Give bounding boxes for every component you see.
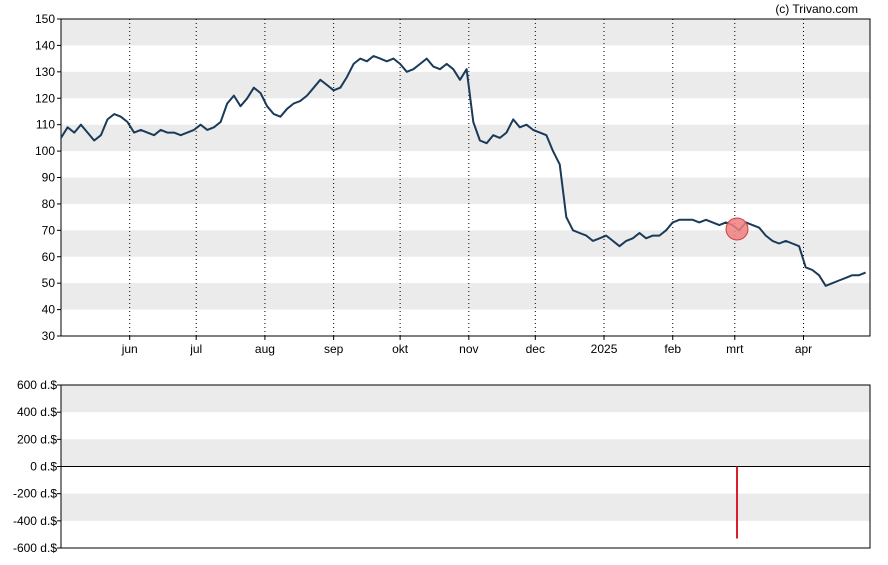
x-tick-label: nov (459, 342, 478, 356)
y-tick-label: 30 (42, 329, 56, 343)
y-tick-label: 200 d.$ (17, 432, 57, 446)
y-tick-label: 140 (35, 38, 55, 52)
grid-band (61, 124, 870, 152)
x-tick-label: apr (795, 342, 812, 356)
credit-text: (c) Trivano.com (775, 2, 858, 16)
y-tick-label: -600 d.$ (13, 541, 57, 555)
grid-band (61, 283, 870, 310)
y-tick-label: 80 (42, 197, 56, 211)
y-tick-label: 400 d.$ (17, 405, 57, 419)
event-marker (725, 217, 749, 241)
grid-band (61, 385, 870, 413)
x-tick-label: okt (392, 342, 409, 356)
x-tick-label: aug (255, 342, 275, 356)
grid-band (61, 177, 870, 204)
x-tick-label: jul (189, 342, 202, 356)
price-panel: jun jul aug sep okt nov dec 2025 feb mrt apr 30 40 50… (35, 12, 871, 356)
y-tick-label: 40 (42, 303, 56, 317)
grid-band (61, 493, 870, 521)
y-tick-label: 120 (35, 91, 55, 105)
y-tick-label: 50 (42, 276, 56, 290)
price-plot-frame (60, 18, 871, 337)
grid-band (61, 71, 870, 99)
y-tick-label: 600 d.$ (17, 378, 57, 392)
grid-band (61, 230, 870, 257)
volume-panel: 600 d.$ 400 d.$ 200 d.$ 0 d.$ -200 d.$ -400 d… (13, 378, 871, 555)
y-tick-label: 100 (35, 144, 55, 158)
x-tick-label: mrt (726, 342, 744, 356)
x-tick-label: 2025 (591, 342, 618, 356)
y-tick-label: -400 d.$ (13, 514, 57, 528)
x-tick-label: sep (324, 342, 344, 356)
y-tick-label: 150 (35, 12, 55, 26)
y-tick-label: 60 (42, 250, 56, 264)
y-tick-label: 110 (36, 118, 55, 132)
grid-band (61, 19, 870, 46)
y-tick-label: 90 (42, 171, 56, 185)
y-tick-label: 70 (42, 223, 56, 237)
y-tick-label: 0 d.$ (30, 460, 57, 474)
x-tick-label: jun (121, 342, 138, 356)
volume-plot-frame (60, 384, 871, 549)
y-tick-label: -200 d.$ (13, 487, 57, 501)
x-tick-label: feb (664, 342, 681, 356)
x-tick-label: dec (526, 342, 545, 356)
y-tick-label: 130 (35, 65, 55, 79)
grid-band (61, 439, 870, 467)
